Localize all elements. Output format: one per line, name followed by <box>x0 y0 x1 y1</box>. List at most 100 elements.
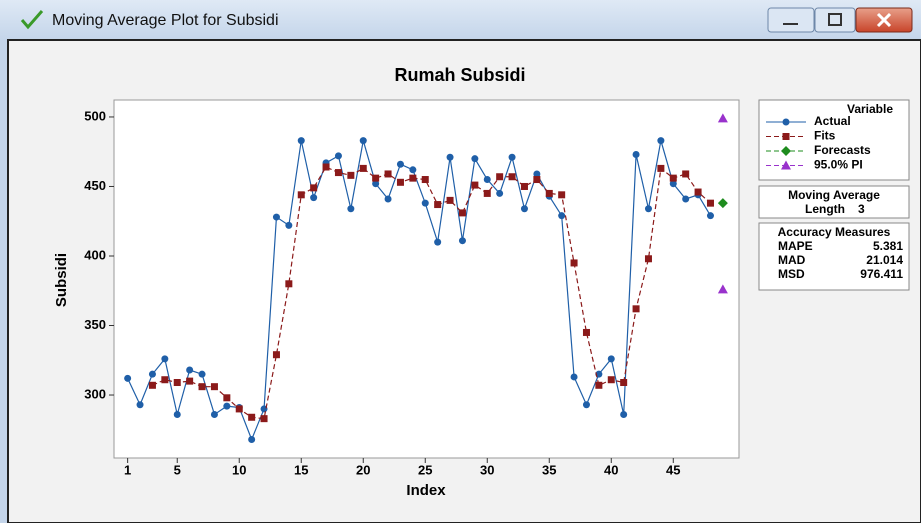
point <box>545 189 553 197</box>
point <box>471 155 479 163</box>
point <box>186 377 194 385</box>
point <box>458 209 466 217</box>
point <box>421 199 429 207</box>
point <box>706 212 714 220</box>
x-tick-label: 45 <box>666 462 680 477</box>
method-title: Moving Average <box>788 188 880 202</box>
point <box>136 401 144 409</box>
maximize-button[interactable] <box>814 7 856 33</box>
point <box>446 196 454 204</box>
point <box>570 373 578 381</box>
point <box>607 376 615 384</box>
y-tick-label: 300 <box>84 386 106 401</box>
point <box>272 213 280 221</box>
y-tick-label: 450 <box>84 178 106 193</box>
length-label: Length <box>805 202 845 216</box>
point <box>570 259 578 267</box>
legend-label: 95.0% PI <box>814 158 863 172</box>
point <box>161 355 169 363</box>
point <box>717 198 728 209</box>
point <box>297 137 305 145</box>
accuracy-value: 21.014 <box>866 253 903 267</box>
point <box>632 305 640 313</box>
point <box>285 221 293 229</box>
point <box>173 410 181 418</box>
point <box>434 201 442 209</box>
y-tick-label: 400 <box>84 247 106 262</box>
point <box>198 370 206 378</box>
point <box>347 205 355 213</box>
point <box>223 394 231 402</box>
point <box>359 164 367 172</box>
x-tick-label: 1 <box>124 462 131 477</box>
close-icon <box>876 12 892 28</box>
x-tick-label: 40 <box>604 462 618 477</box>
point <box>496 189 504 197</box>
point <box>644 255 652 263</box>
window-title: Moving Average Plot for Subsidi <box>52 12 279 29</box>
legend-label: Fits <box>814 129 836 143</box>
point <box>644 205 652 213</box>
point <box>520 182 528 190</box>
point <box>620 410 628 418</box>
point <box>694 188 702 196</box>
point <box>322 163 330 171</box>
point <box>409 166 417 174</box>
accuracy-name: MSD <box>778 267 805 281</box>
legend-marker <box>782 133 790 140</box>
point <box>533 176 541 184</box>
x-tick-label: 10 <box>232 462 246 477</box>
accuracy-value: 5.381 <box>873 239 903 253</box>
y-axis-label: Subsidi <box>53 253 70 307</box>
accuracy-title: Accuracy Measures <box>778 225 891 239</box>
point <box>310 184 318 192</box>
point <box>148 370 156 378</box>
point <box>483 189 491 197</box>
y-tick-label: 500 <box>84 108 106 123</box>
legend-label: Actual <box>814 114 851 128</box>
point <box>235 405 243 413</box>
legend-marker <box>781 146 791 156</box>
point <box>347 171 355 179</box>
point <box>148 381 156 389</box>
point <box>558 212 566 220</box>
method-box <box>758 185 910 219</box>
series-line <box>152 166 711 420</box>
accuracy-box <box>758 222 910 291</box>
minimize-button[interactable] <box>767 7 815 33</box>
x-axis-label: Index <box>406 482 446 499</box>
accuracy-value: 976.411 <box>860 267 903 281</box>
chart-title: Rumah Subsidi <box>394 65 525 85</box>
accuracy-name: MAD <box>778 253 806 267</box>
point <box>496 173 504 181</box>
point <box>706 199 714 207</box>
point <box>409 174 417 182</box>
accuracy-name: MAPE <box>778 239 813 253</box>
legend-marker <box>782 118 790 126</box>
point <box>198 383 206 391</box>
point <box>508 173 516 181</box>
point <box>558 191 566 199</box>
legend-label: Forecasts <box>814 143 871 157</box>
x-tick-label: 30 <box>480 462 494 477</box>
point <box>210 383 218 391</box>
x-tick-label: 25 <box>418 462 432 477</box>
point <box>372 180 380 188</box>
point <box>446 153 454 161</box>
legend-title: Variable <box>847 102 893 116</box>
point <box>384 195 392 203</box>
app-icon <box>20 10 44 30</box>
point <box>717 284 728 294</box>
point <box>682 170 690 178</box>
point <box>657 137 665 145</box>
length-value: 3 <box>858 202 865 216</box>
point <box>186 366 194 374</box>
point <box>396 178 404 186</box>
legend-marker <box>781 160 791 170</box>
point <box>210 410 218 418</box>
plot-area <box>113 99 740 459</box>
point <box>607 355 615 363</box>
point <box>297 191 305 199</box>
point <box>582 328 590 336</box>
